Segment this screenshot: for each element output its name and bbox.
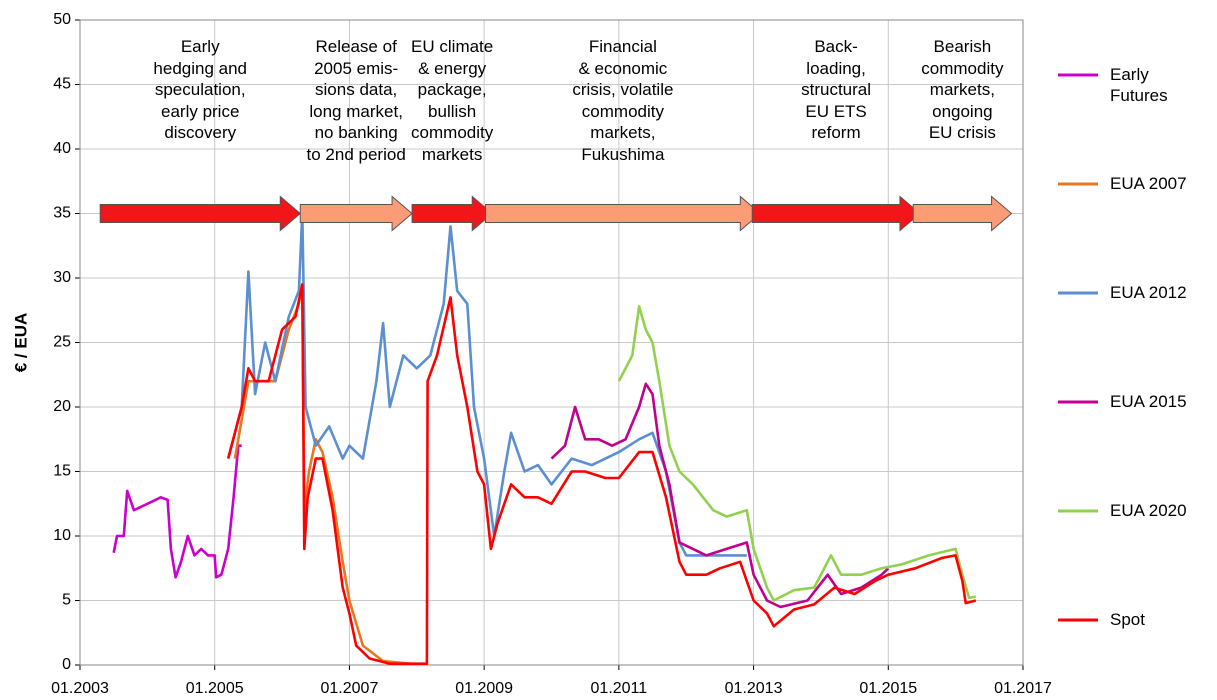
legend-label: EUA 2015 <box>1110 392 1187 411</box>
y-tick-label: 50 <box>53 11 71 28</box>
phase-arrow <box>411 195 493 232</box>
series-line <box>233 283 411 665</box>
x-tick-label: 01.2015 <box>859 680 917 697</box>
y-tick-label: 45 <box>53 76 71 93</box>
y-tick-label: 5 <box>62 592 71 609</box>
y-tick-label: 10 <box>53 527 71 544</box>
y-tick-label: 40 <box>53 140 71 157</box>
series-line <box>226 283 977 665</box>
legend-label: Early Futures <box>1110 65 1168 105</box>
phase-arrow <box>751 195 921 232</box>
phase-arrow <box>99 195 302 232</box>
phase-arrow <box>299 195 413 232</box>
series-line <box>550 382 890 609</box>
phase-arrow <box>912 195 1013 232</box>
phase-label: EU climate & energy package, bullish com… <box>411 37 494 164</box>
series-line <box>226 212 747 557</box>
plot-frame <box>79 19 1024 666</box>
x-tick-label: 01.2009 <box>455 680 513 697</box>
y-tick-label: 30 <box>53 269 71 286</box>
series-line <box>617 305 977 602</box>
x-tick-label: 01.2011 <box>591 680 648 697</box>
series-line <box>112 444 242 579</box>
y-tick-label: 35 <box>53 205 71 222</box>
x-tick-label: 01.2007 <box>321 680 379 697</box>
phase-label: Bearish commodity markets, ongoing EU cr… <box>921 37 1004 142</box>
y-tick-label: 15 <box>53 463 71 480</box>
y-tick-label: 25 <box>53 334 71 351</box>
phase-label: Financial & economic crisis, volatile co… <box>572 37 674 164</box>
legend-label: EUA 2020 <box>1110 501 1187 520</box>
legend-label: EUA 2012 <box>1110 283 1187 302</box>
y-tick-label: 20 <box>53 398 71 415</box>
phase-arrow <box>484 195 762 232</box>
legend-label: Spot <box>1110 610 1145 629</box>
legend-label: EUA 2007 <box>1110 174 1187 193</box>
x-tick-label: 01.2003 <box>51 680 109 697</box>
x-tick-label: 01.2017 <box>994 680 1052 697</box>
phase-label: Early hedging and speculation, early pri… <box>153 37 248 142</box>
y-axis-label: € / EUA <box>11 313 30 373</box>
x-tick-label: 01.2013 <box>725 680 783 697</box>
phase-label: Release of 2005 emis- sions data, long m… <box>306 37 406 164</box>
x-tick-label: 01.2005 <box>186 680 244 697</box>
y-tick-label: 0 <box>62 656 71 673</box>
phase-label: Back- loading, structural EU ETS reform <box>801 37 872 142</box>
